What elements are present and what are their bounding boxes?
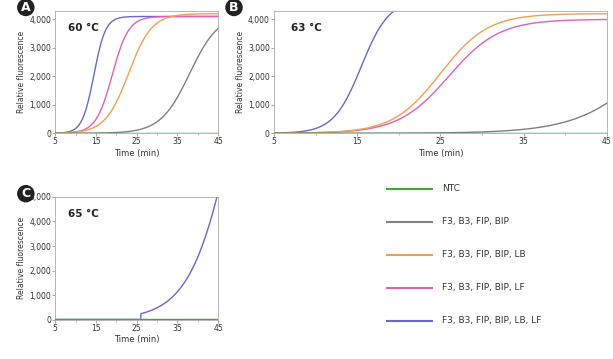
Y-axis label: Relative fluorescence: Relative fluorescence [236,31,245,113]
X-axis label: Time (min): Time (min) [114,149,159,158]
Text: 63 °C: 63 °C [291,23,321,33]
Text: F3, B3, FIP, BIP: F3, B3, FIP, BIP [442,217,509,227]
Y-axis label: Relative fluorescence: Relative fluorescence [17,31,26,113]
X-axis label: Time (min): Time (min) [114,335,159,344]
Y-axis label: Relative fluorescence: Relative fluorescence [17,217,26,299]
Text: C: C [21,187,31,200]
X-axis label: Time (min): Time (min) [417,149,463,158]
Text: F3, B3, FIP, BIP, LF: F3, B3, FIP, BIP, LF [442,283,525,293]
Text: 65 °C: 65 °C [68,209,99,219]
Text: F3, B3, FIP, BIP, LB, LF: F3, B3, FIP, BIP, LB, LF [442,316,541,326]
Text: F3, B3, FIP, BIP, LB: F3, B3, FIP, BIP, LB [442,250,525,260]
Text: NTC: NTC [442,184,460,194]
Text: A: A [21,1,31,14]
Text: 60 °C: 60 °C [68,23,99,33]
Text: B: B [229,1,238,14]
